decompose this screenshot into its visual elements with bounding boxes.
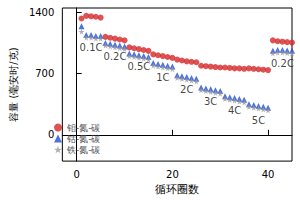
svg-text:钼-氮-碳: 钼-氮-碳 (66, 123, 101, 133)
svg-text:循环圈数: 循环圈数 (155, 183, 199, 196)
svg-text:0: 0 (48, 129, 54, 140)
svg-text:40: 40 (262, 169, 275, 180)
svg-text:铁-氮-碳: 铁-氮-碳 (66, 145, 101, 155)
svg-text:4C: 4C (228, 105, 241, 116)
svg-text:0.1C: 0.1C (80, 42, 103, 53)
svg-text:0.2C: 0.2C (271, 58, 294, 69)
svg-text:5C: 5C (252, 115, 265, 126)
svg-text:容量 (毫安时/克): 容量 (毫安时/克) (8, 47, 19, 121)
svg-text:1400: 1400 (29, 7, 54, 18)
svg-text:0.5C: 0.5C (127, 61, 150, 72)
svg-text:2C: 2C (180, 84, 193, 95)
svg-text:1C: 1C (156, 72, 169, 83)
svg-text:3C: 3C (204, 96, 217, 107)
svg-text:0: 0 (74, 169, 80, 180)
svg-text:20: 20 (166, 169, 179, 180)
svg-text:0.2C: 0.2C (104, 51, 127, 62)
svg-text:钴-氮-碳: 钴-氮-碳 (66, 134, 101, 144)
svg-text:700: 700 (35, 68, 54, 79)
